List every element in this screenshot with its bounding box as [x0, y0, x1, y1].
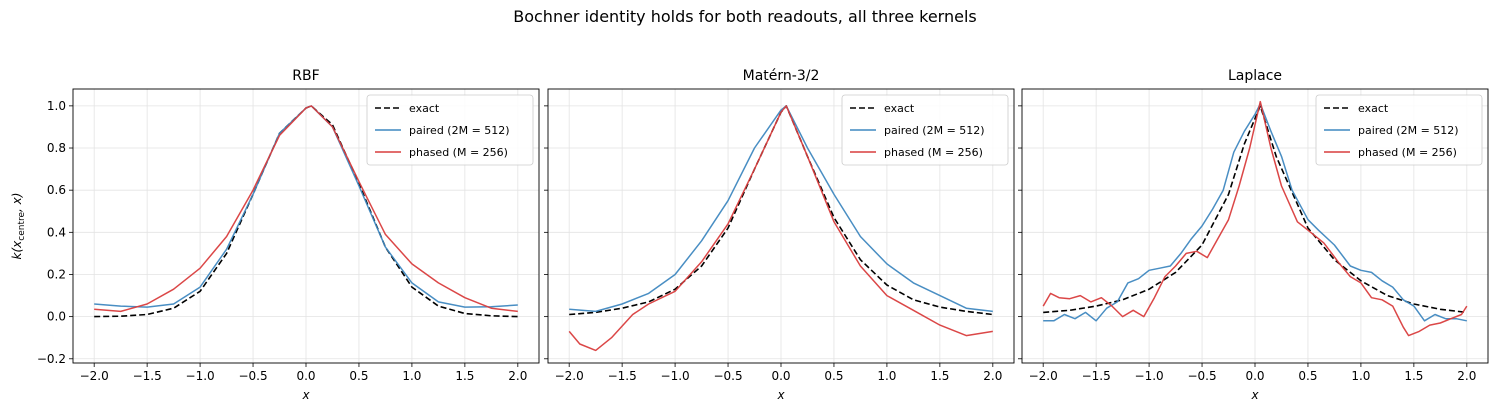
y-tick-label: 0.8 — [47, 141, 66, 155]
legend-label-phased: phased (M = 256) — [1358, 146, 1457, 159]
legend-label-paired: paired (2M = 512) — [409, 124, 510, 137]
legend-label-exact: exact — [884, 102, 915, 115]
x-tick-label: 1.5 — [1404, 369, 1423, 383]
x-tick-label: 0.5 — [1298, 369, 1317, 383]
x-tick-label: 0.0 — [771, 369, 790, 383]
series-line-phased — [568, 105, 993, 352]
legend-label-exact: exact — [409, 102, 440, 115]
subplot-title: RBF — [292, 68, 319, 84]
series-line-phased — [1042, 100, 1468, 337]
y-tick-label: 0.4 — [47, 225, 66, 239]
x-tick-label: 1.5 — [930, 369, 949, 383]
y-tick-label: 0.0 — [47, 310, 66, 324]
x-axis-label: x — [301, 388, 310, 402]
axes-frame — [1021, 88, 1489, 364]
y-tick-label: 0.2 — [47, 267, 66, 281]
series-line-paired — [1043, 103, 1467, 322]
x-tick-label: −1.5 — [1082, 369, 1111, 383]
y-tick-label: −0.2 — [37, 352, 66, 366]
x-tick-label: −0.5 — [1187, 369, 1216, 383]
axes-frame — [547, 88, 1015, 364]
y-tick-label: 0.6 — [47, 183, 66, 197]
legend: exact paired (2M = 512) phased (M = 256) — [366, 94, 534, 166]
x-tick-label: −0.5 — [713, 369, 742, 383]
subplot-2: −2.0 −1.5 −1.0 −0.5 0.0 0.5 1.0 1.5 2.0 Matérn-3/… — [544, 68, 1015, 402]
y-tick-label: 1.0 — [47, 99, 66, 113]
x-tick-label: −2.0 — [555, 369, 584, 383]
legend-box — [841, 94, 1009, 166]
x-tick-label: 0.5 — [824, 369, 843, 383]
x-tick-label: −1.5 — [133, 369, 162, 383]
legend: exact paired (2M = 512) phased (M = 256) — [841, 94, 1009, 166]
legend-box — [1315, 94, 1483, 166]
legend-box — [366, 94, 534, 166]
x-axis-label: x — [776, 388, 785, 402]
x-tick-label: 2.0 — [1457, 369, 1476, 383]
x-tick-label: −0.5 — [238, 369, 267, 383]
y-axis-label: k(xcentre, x) — [10, 193, 27, 260]
x-tick-label: −2.0 — [80, 369, 109, 383]
x-tick-label: 0.0 — [296, 369, 315, 383]
figure-title: Bochner identity holds for both readouts… — [513, 7, 977, 26]
x-tick-label: 0.0 — [1245, 369, 1264, 383]
legend-label-paired: paired (2M = 512) — [884, 124, 985, 137]
legend-label-paired: paired (2M = 512) — [1358, 124, 1459, 137]
x-tick-label: 0.5 — [349, 369, 368, 383]
series-line-exact — [569, 105, 993, 316]
subplot-title: Laplace — [1228, 68, 1282, 84]
legend: exact paired (2M = 512) phased (M = 256) — [1315, 94, 1483, 166]
axes-frame — [72, 88, 540, 364]
x-tick-label: −1.0 — [661, 369, 690, 383]
x-axis-label: x — [1250, 388, 1259, 402]
x-tick-label: 1.5 — [455, 369, 474, 383]
legend-label-phased: phased (M = 256) — [884, 146, 983, 159]
subplot-3: −2.0 −1.5 −1.0 −0.5 0.0 0.5 1.0 1.5 2.0 Laplace x e… — [1018, 68, 1489, 402]
x-tick-label: −1.0 — [186, 369, 215, 383]
legend-label-phased: phased (M = 256) — [409, 146, 508, 159]
legend-label-exact: exact — [1358, 102, 1389, 115]
x-tick-label: −1.0 — [1135, 369, 1164, 383]
subplot-title: Matérn-3/2 — [743, 68, 820, 84]
series-line-phased — [94, 105, 518, 313]
x-tick-label: 2.0 — [508, 369, 527, 383]
x-tick-label: 1.0 — [402, 369, 421, 383]
x-tick-label: −2.0 — [1029, 369, 1058, 383]
subplot-1: −2.0 −1.5 −1.0 −0.5 0.0 0.5 1.0 1.5 2.0 −0.2 0.0 0.… — [37, 68, 540, 402]
x-tick-label: 1.0 — [877, 369, 896, 383]
x-tick-label: 2.0 — [983, 369, 1002, 383]
x-tick-label: 1.0 — [1351, 369, 1370, 383]
x-tick-label: −1.5 — [608, 369, 637, 383]
